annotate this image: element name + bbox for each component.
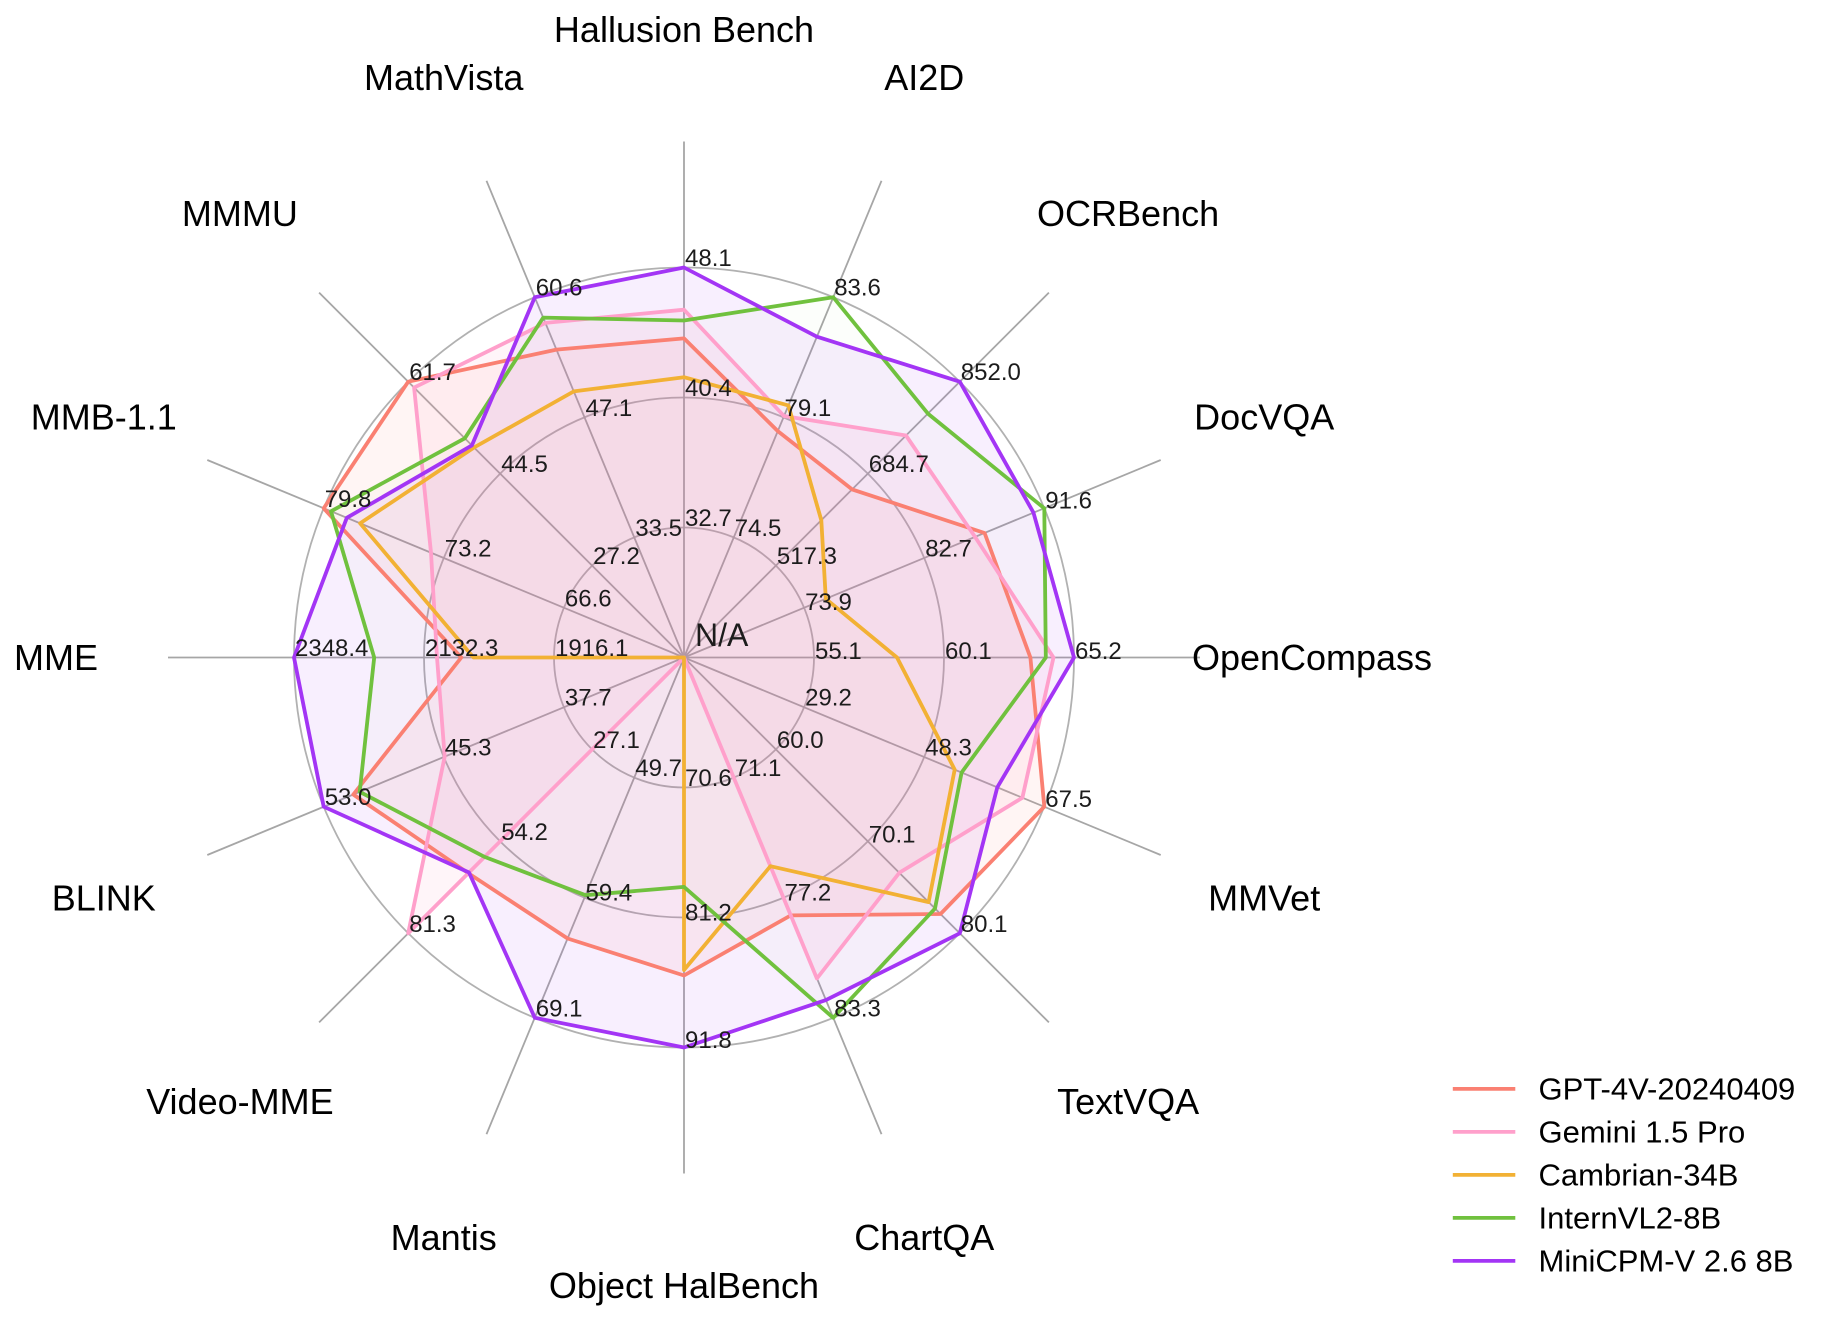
svg-text:81.3: 81.3 [409,911,456,938]
svg-text:91.8: 91.8 [685,1027,732,1054]
svg-text:MMB-1.1: MMB-1.1 [31,397,177,438]
svg-text:Video-MME: Video-MME [146,1081,333,1122]
svg-text:N/A: N/A [695,617,749,653]
svg-text:55.1: 55.1 [815,638,862,665]
svg-text:48.3: 48.3 [925,735,972,762]
svg-text:37.7: 37.7 [565,685,612,712]
svg-text:2348.4: 2348.4 [295,635,368,662]
svg-text:54.2: 54.2 [501,819,548,846]
svg-text:69.1: 69.1 [536,995,583,1022]
svg-text:79.8: 79.8 [325,486,372,513]
svg-text:60.0: 60.0 [777,727,824,754]
svg-text:83.3: 83.3 [834,995,881,1022]
svg-text:40.4: 40.4 [685,375,732,402]
svg-text:70.6: 70.6 [685,765,732,792]
svg-text:71.1: 71.1 [735,755,782,782]
svg-text:80.1: 80.1 [961,911,1008,938]
svg-text:GPT-4V-20240409: GPT-4V-20240409 [1539,1071,1796,1106]
svg-text:66.6: 66.6 [565,585,612,612]
svg-text:45.3: 45.3 [445,735,492,762]
svg-text:BLINK: BLINK [52,877,156,918]
svg-text:73.9: 73.9 [805,589,852,616]
svg-text:MME: MME [14,637,98,678]
svg-text:1916.1: 1916.1 [555,635,628,662]
svg-text:59.4: 59.4 [586,880,633,907]
svg-text:60.1: 60.1 [945,638,992,665]
svg-text:Object HalBench: Object HalBench [549,1265,819,1306]
svg-text:61.7: 61.7 [409,359,456,386]
svg-text:27.1: 27.1 [593,727,640,754]
svg-text:79.1: 79.1 [785,395,832,422]
svg-text:70.1: 70.1 [869,821,916,848]
svg-text:OpenCompass: OpenCompass [1192,637,1432,678]
svg-text:67.5: 67.5 [1045,786,1092,813]
svg-text:32.7: 32.7 [685,505,732,532]
svg-text:29.2: 29.2 [805,685,852,712]
svg-text:60.6: 60.6 [536,275,583,302]
svg-text:684.7: 684.7 [869,451,929,478]
svg-text:33.5: 33.5 [635,515,682,542]
svg-text:InternVL2-8B: InternVL2-8B [1539,1200,1722,1235]
svg-text:517.3: 517.3 [777,543,837,570]
svg-text:74.5: 74.5 [735,515,782,542]
svg-text:27.2: 27.2 [593,543,640,570]
svg-text:53.0: 53.0 [325,784,372,811]
svg-text:73.2: 73.2 [445,536,492,563]
svg-text:MathVista: MathVista [364,57,524,98]
svg-text:852.0: 852.0 [961,359,1021,386]
svg-text:DocVQA: DocVQA [1194,397,1334,438]
svg-text:83.6: 83.6 [834,275,881,302]
svg-text:47.1: 47.1 [586,395,633,422]
svg-text:65.2: 65.2 [1075,638,1122,665]
svg-text:MMMU: MMMU [182,193,298,234]
svg-text:81.2: 81.2 [685,900,732,927]
svg-text:MMVet: MMVet [1208,877,1320,918]
svg-text:OCRBench: OCRBench [1037,193,1219,234]
svg-text:Gemini 1.5 Pro: Gemini 1.5 Pro [1539,1114,1746,1149]
svg-text:44.5: 44.5 [501,451,548,478]
svg-text:91.6: 91.6 [1045,487,1092,514]
svg-text:77.2: 77.2 [785,880,832,907]
svg-text:82.7: 82.7 [925,536,972,563]
svg-text:AI2D: AI2D [884,57,964,98]
svg-text:Cambrian-34B: Cambrian-34B [1539,1157,1739,1192]
svg-text:49.7: 49.7 [635,755,682,782]
svg-text:ChartQA: ChartQA [854,1217,994,1258]
svg-text:48.1: 48.1 [685,245,732,272]
svg-text:Mantis: Mantis [391,1217,497,1258]
svg-text:Hallusion Bench: Hallusion Bench [554,9,814,50]
svg-text:TextVQA: TextVQA [1057,1081,1199,1122]
svg-text:MiniCPM-V 2.6 8B: MiniCPM-V 2.6 8B [1539,1243,1794,1278]
svg-text:2132.3: 2132.3 [425,635,498,662]
